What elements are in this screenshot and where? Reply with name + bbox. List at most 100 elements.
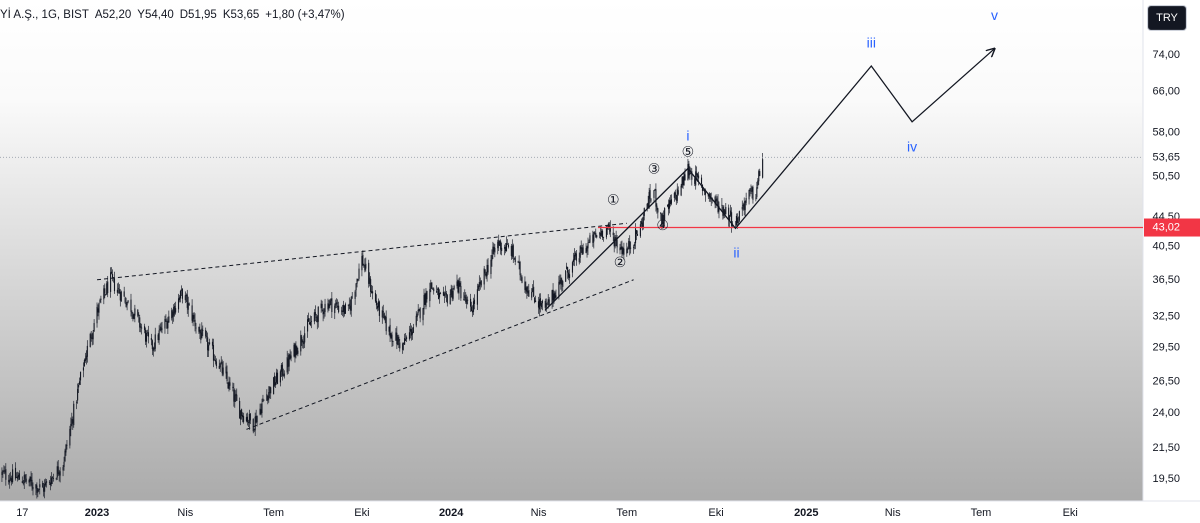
candle-body — [687, 164, 689, 181]
candle-body — [344, 304, 346, 314]
candle-body — [91, 337, 93, 339]
candle-body — [539, 298, 542, 306]
candle-body — [370, 279, 372, 292]
candle-body — [213, 359, 215, 361]
support-price-label: 43,02 — [1152, 222, 1180, 234]
candle-body — [759, 171, 761, 176]
candle-body — [483, 268, 485, 285]
candle-body — [575, 253, 577, 261]
candle-body — [23, 475, 25, 484]
price-tick-label: 40,50 — [1152, 241, 1180, 253]
candle-body — [82, 367, 84, 371]
candle-body — [669, 200, 672, 204]
candle-body — [214, 359, 216, 362]
candle-body — [389, 324, 391, 337]
candle-body — [275, 372, 278, 383]
candle-body — [193, 315, 195, 319]
candle-body — [337, 305, 339, 308]
candle-body — [276, 372, 279, 384]
candle-body — [438, 288, 440, 300]
candle-body — [186, 294, 188, 308]
candle-body — [275, 382, 277, 386]
candle-body — [293, 344, 295, 357]
candle-body — [38, 488, 40, 490]
candle-body — [5, 469, 7, 480]
candle-body — [322, 309, 324, 315]
chart-background — [0, 0, 1143, 501]
currency-button[interactable]: TRY — [1148, 6, 1186, 30]
candle-body — [39, 484, 41, 488]
candle-body — [205, 330, 207, 337]
candle-body — [167, 320, 169, 329]
candle-body — [596, 235, 598, 238]
candle-body — [3, 470, 5, 472]
time-axis[interactable]: 17 2023 Nis Tem Eki 2024 Nis Tem Eki 2025 Nis Tem Ek… — [16, 507, 1078, 519]
candle-body — [639, 224, 641, 237]
candle-body — [226, 371, 228, 382]
low-value: D51,95 — [179, 9, 217, 21]
candle-body — [138, 314, 140, 316]
candle-body — [479, 282, 481, 284]
candle-body — [731, 212, 733, 226]
candle-body — [573, 254, 575, 261]
candle-body — [415, 315, 417, 326]
candle-body — [535, 300, 537, 303]
candle-body — [263, 399, 265, 401]
candle-body — [157, 334, 159, 341]
candle-body — [270, 387, 272, 394]
candle-body — [349, 305, 351, 311]
candle-body — [225, 366, 227, 374]
candle-body — [545, 302, 547, 308]
candle-body — [4, 470, 6, 473]
candle-body — [562, 281, 564, 287]
candle-body — [602, 236, 605, 238]
candle-body — [417, 309, 419, 313]
candle-body — [97, 308, 99, 313]
candle-body — [395, 332, 397, 341]
candle-body — [609, 227, 611, 232]
candle-body — [343, 305, 346, 314]
candle-body — [99, 300, 101, 302]
candle-body — [512, 245, 514, 258]
candle-body — [531, 291, 533, 298]
candle-body — [605, 226, 607, 238]
candle-body — [682, 176, 684, 186]
candle-body — [144, 326, 146, 330]
candle-body — [513, 258, 515, 260]
candle-body — [329, 300, 331, 306]
candle-body — [201, 328, 203, 339]
candle-body — [507, 244, 509, 247]
candle-body — [310, 320, 313, 322]
candle-body — [252, 418, 254, 432]
candle-body — [458, 281, 460, 294]
candle-body — [589, 235, 591, 243]
candle-body — [17, 474, 19, 478]
candle-body — [313, 312, 315, 322]
candle-body — [12, 469, 14, 483]
candle-body — [179, 291, 182, 299]
candle-body — [547, 299, 549, 302]
candle-body — [282, 374, 284, 376]
candle-body — [236, 394, 238, 401]
candle-body — [188, 303, 190, 305]
candle-body — [37, 489, 39, 492]
price-axis[interactable]: 82,0074,0066,0058,0050,5044,5040,5036,50… — [1144, 16, 1200, 485]
candle-body — [350, 297, 352, 311]
candle-body — [640, 221, 642, 225]
candle-body — [154, 334, 156, 349]
candle-body — [316, 316, 318, 323]
candle-body — [289, 354, 291, 360]
candle-body — [433, 288, 435, 292]
candle-body — [116, 289, 118, 293]
candle-body — [36, 485, 38, 493]
candle-body — [519, 262, 521, 276]
time-tick-label: Eki — [708, 507, 723, 519]
candle-body — [578, 258, 580, 263]
candle-body — [677, 190, 679, 195]
candle-body — [315, 316, 317, 318]
candle-body — [234, 394, 236, 402]
candle-body — [287, 358, 289, 368]
candle-body — [295, 345, 297, 356]
